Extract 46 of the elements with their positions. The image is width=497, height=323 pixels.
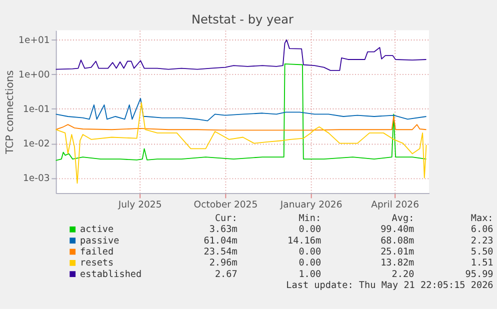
legend-label: failed: [80, 246, 114, 258]
text: 0.00: [298, 258, 322, 269]
text: 2.20: [392, 268, 414, 280]
y-tick-label: 1e+01: [18, 35, 50, 46]
text: Cur:: [214, 213, 238, 224]
text: Last update: Thu May 21 22:05:15 2026: [286, 280, 494, 292]
line-series: [55, 98, 427, 122]
text: 68.08m: [380, 235, 415, 246]
x-tick-label: July 2025: [117, 200, 162, 211]
text: 1.51: [470, 258, 494, 269]
text: 2.23: [470, 235, 494, 246]
legend-label: resets: [80, 258, 114, 269]
text: 95.99: [465, 268, 494, 280]
x-tick-label: October 2025: [194, 200, 258, 211]
text: Avg:: [392, 213, 414, 224]
y-tick-label: 1e-03: [22, 173, 50, 184]
x-tick-label: April 2026: [371, 200, 420, 211]
line-series: [55, 64, 427, 161]
line-series: [55, 116, 427, 131]
legend-label: established: [80, 268, 142, 280]
text: 25.01m: [380, 246, 415, 258]
legend-label: passive: [80, 235, 120, 246]
text: 2.96m: [209, 258, 238, 269]
y-tick-label: 1e-01: [22, 104, 50, 116]
chart-title: Netstat - by year: [191, 12, 294, 27]
x-tick-label: January 2026: [279, 200, 342, 211]
text: Max:: [470, 213, 494, 224]
text: 14.16m: [288, 235, 322, 246]
y-axis-title: TCP connections: [4, 70, 16, 156]
text: 3.63m: [209, 224, 238, 236]
line-series: [55, 102, 427, 184]
text: 23.54m: [204, 246, 238, 258]
text: 6.06: [470, 224, 494, 236]
text: 0.00: [298, 224, 322, 236]
text: 61.04m: [204, 235, 238, 246]
line-series: [55, 39, 427, 71]
text: 99.40m: [380, 224, 415, 236]
y-tick-label: 1e+00: [18, 70, 50, 81]
y-tick-label: 1e-02: [22, 138, 50, 150]
text: 0.00: [298, 246, 322, 258]
text: 13.82m: [380, 258, 415, 269]
legend-label: active: [80, 224, 114, 236]
text: 1.00: [298, 268, 322, 280]
text: 5.50: [470, 246, 494, 258]
text: 2.67: [214, 268, 238, 280]
text: Min:: [298, 213, 322, 224]
